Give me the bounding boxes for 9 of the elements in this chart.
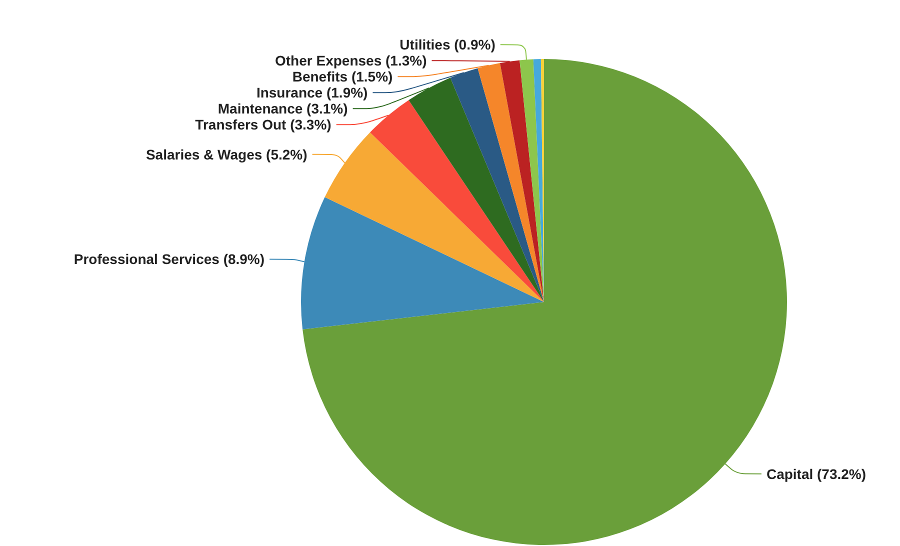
slice-label: Salaries & Wages (5.2%) [146, 146, 308, 162]
slice-label: Professional Services (8.9%) [74, 251, 265, 268]
slice-label: Maintenance (3.1%) [218, 100, 348, 117]
slice-label: Utilities (0.9%) [400, 36, 496, 53]
slice-label: Other Expenses (1.3%) [275, 52, 427, 69]
slice-label: Capital (73.2%) [766, 466, 866, 482]
slice-label: Benefits (1.5%) [292, 68, 393, 85]
slice-label: Insurance (1.9%) [256, 84, 368, 101]
slice-label: Transfers Out (3.3%) [195, 116, 332, 133]
